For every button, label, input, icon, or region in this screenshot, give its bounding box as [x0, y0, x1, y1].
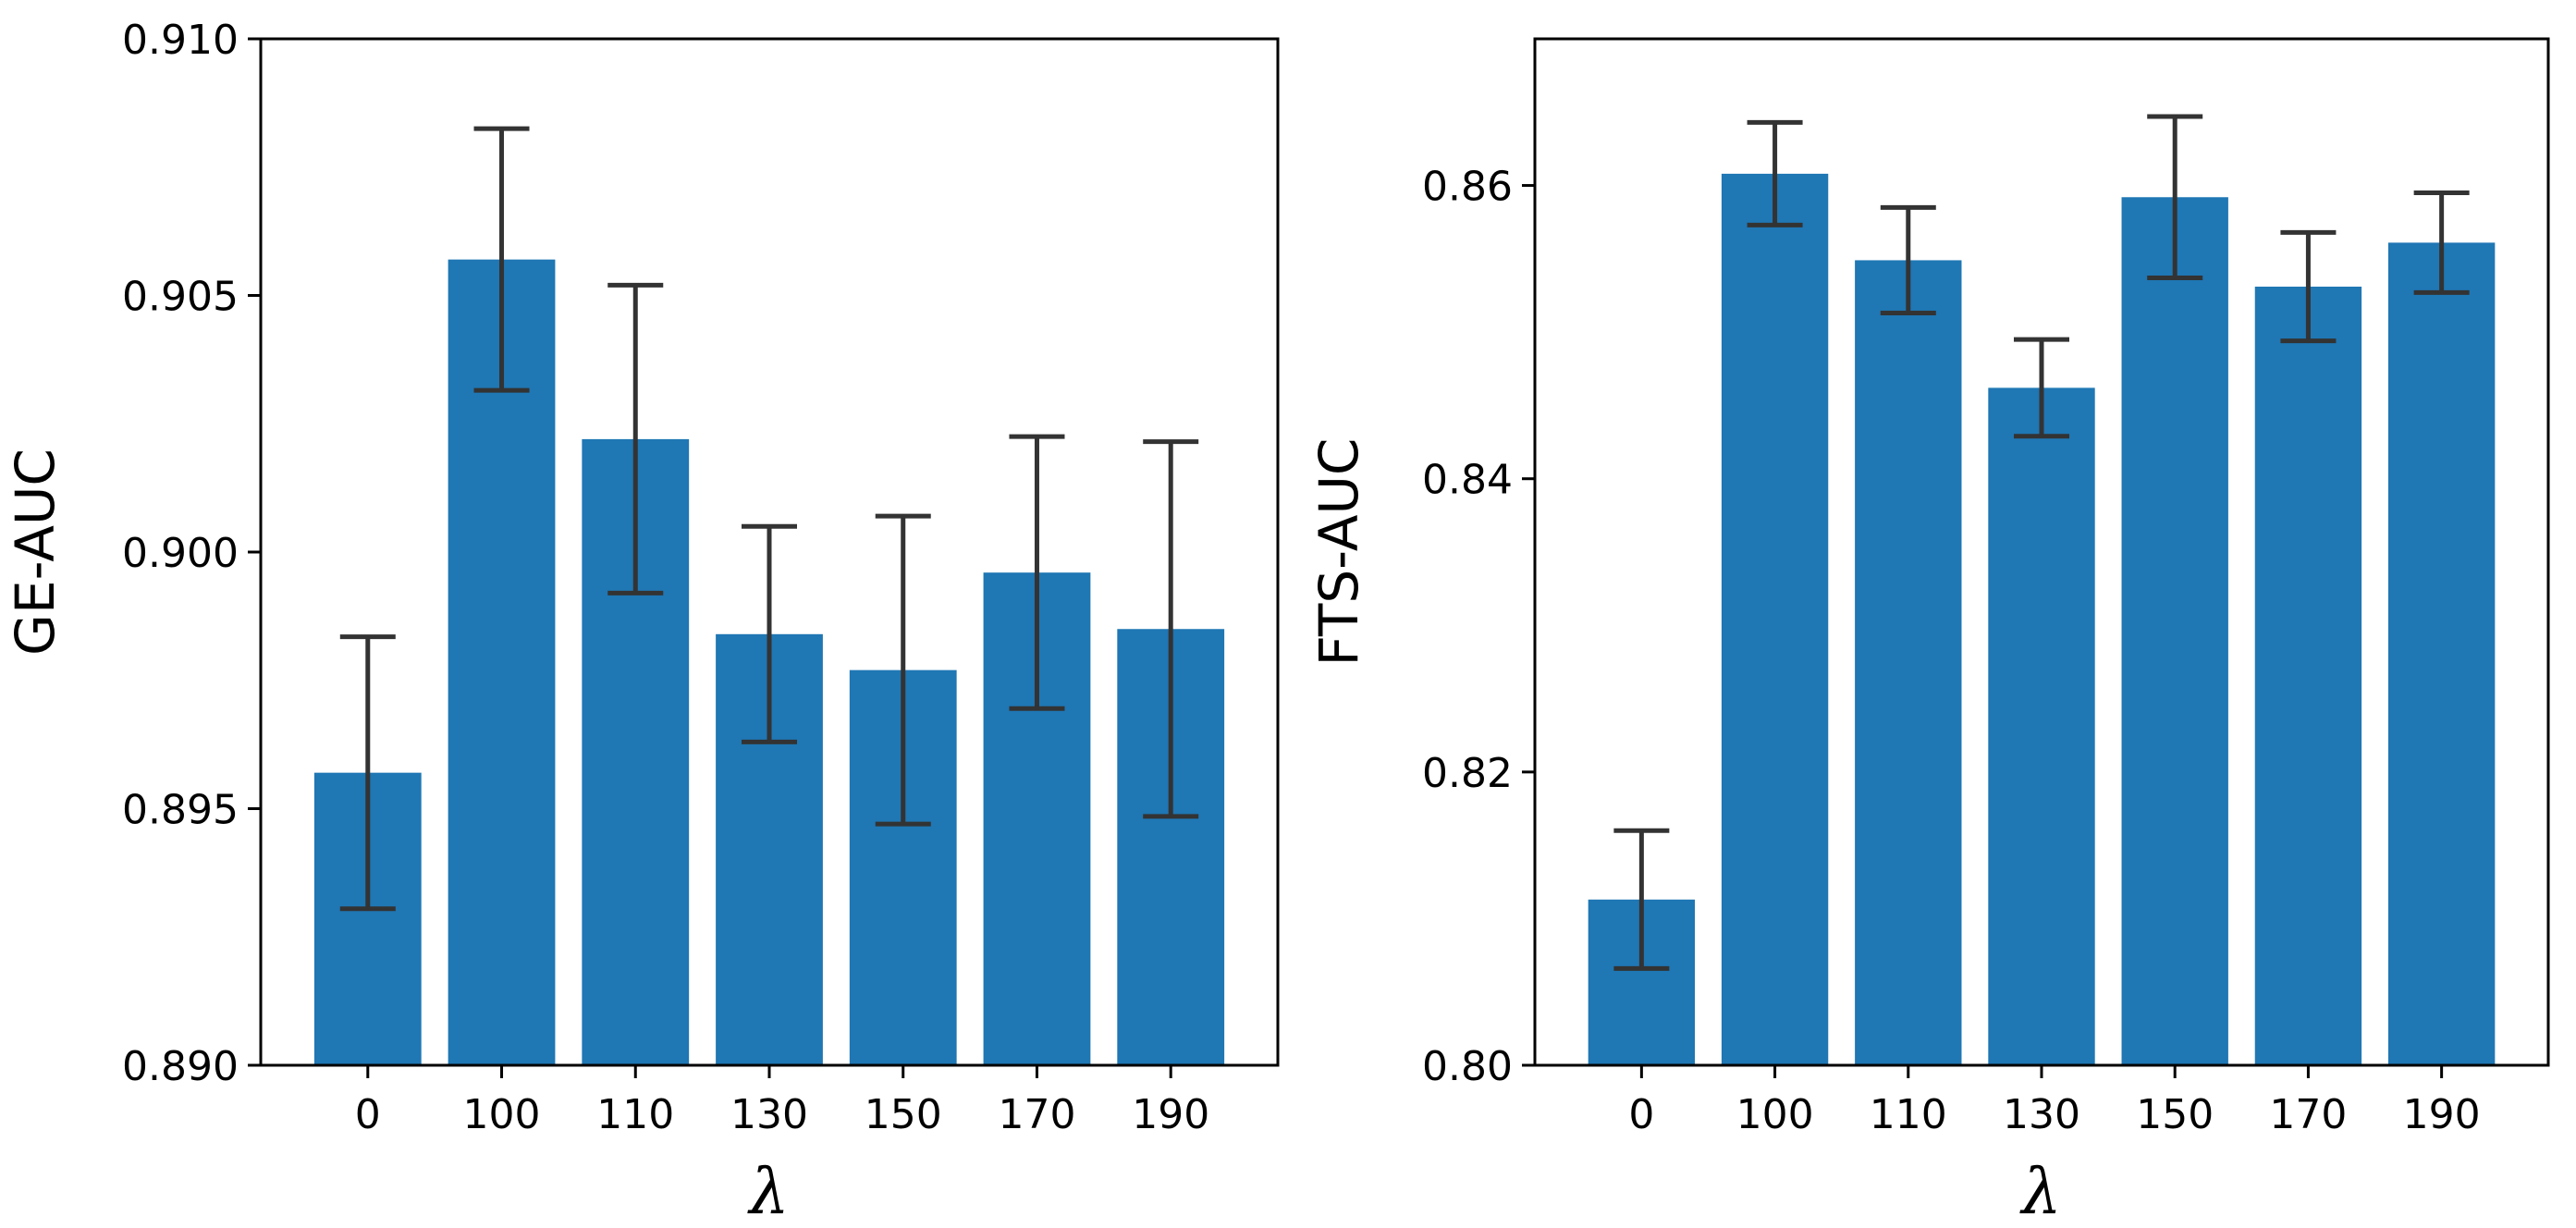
error-bar-150 [2147, 114, 2203, 280]
bar-130 [1988, 387, 2095, 1065]
x-tick-label: 0 [355, 1091, 381, 1138]
error-bar-130 [2014, 337, 2069, 439]
bar-110 [1855, 260, 1962, 1065]
x-tick-label: 0 [1628, 1091, 1654, 1138]
x-axis-label: λ [746, 1156, 789, 1228]
error-bar-100 [1747, 119, 1803, 227]
x-tick-label: 190 [1132, 1091, 1209, 1138]
x-tick-label: 100 [463, 1091, 541, 1138]
error-bar-190 [2413, 190, 2470, 295]
error-bar-0 [339, 634, 396, 912]
y-tick-label: 0.86 [1422, 164, 1513, 211]
x-tick-label: 100 [1736, 1091, 1814, 1138]
x-tick-label: 130 [730, 1091, 808, 1138]
bar-190 [2387, 242, 2496, 1065]
y-tick-label: 0.890 [122, 1043, 239, 1090]
y-tick-label: 0.910 [122, 17, 239, 64]
y-tick-label: 0.895 [122, 787, 239, 834]
error-bar-130 [742, 523, 797, 744]
x-tick-label: 150 [865, 1091, 942, 1138]
y-tick-label: 0.900 [122, 530, 239, 577]
bar-100 [1721, 173, 1829, 1065]
y-tick-label: 0.84 [1422, 457, 1513, 504]
error-bar-0 [1613, 828, 1670, 971]
error-bar-100 [473, 126, 530, 393]
x-axis-label: λ [2018, 1156, 2061, 1228]
error-bar-170 [1009, 434, 1065, 711]
x-tick-label: 150 [2136, 1091, 2214, 1138]
bar-170 [2254, 286, 2362, 1065]
x-tick-label: 110 [1870, 1091, 1947, 1138]
error-bar-190 [1143, 439, 1199, 819]
x-tick-label: 110 [596, 1091, 674, 1138]
chart-ge-auc: 0.890 0.895 0.900 0.905 0.910 0 100 110 130 150 17… [4, 17, 1280, 1228]
error-bar-110 [607, 282, 664, 596]
y-tick-label: 0.82 [1422, 750, 1513, 797]
x-tick-label: 170 [998, 1091, 1075, 1138]
bar-150 [2121, 197, 2228, 1065]
x-tick-label: 170 [2269, 1091, 2347, 1138]
bar-100 [448, 259, 556, 1065]
y-axis-label: GE-AUC [4, 448, 67, 656]
error-bar-110 [1880, 204, 1936, 316]
x-tick-label: 130 [2003, 1091, 2080, 1138]
chart-fts-auc: 0.80 0.82 0.84 0.86 0 100 110 130 150 170 190 λ FTS-… [1307, 37, 2550, 1228]
error-bar-170 [2280, 229, 2337, 344]
y-axis-label: FTS-AUC [1307, 438, 1370, 667]
y-tick-label: 0.80 [1422, 1043, 1513, 1090]
x-tick-label: 190 [2403, 1091, 2481, 1138]
error-bar-150 [875, 513, 931, 827]
y-tick-label: 0.905 [122, 274, 239, 321]
